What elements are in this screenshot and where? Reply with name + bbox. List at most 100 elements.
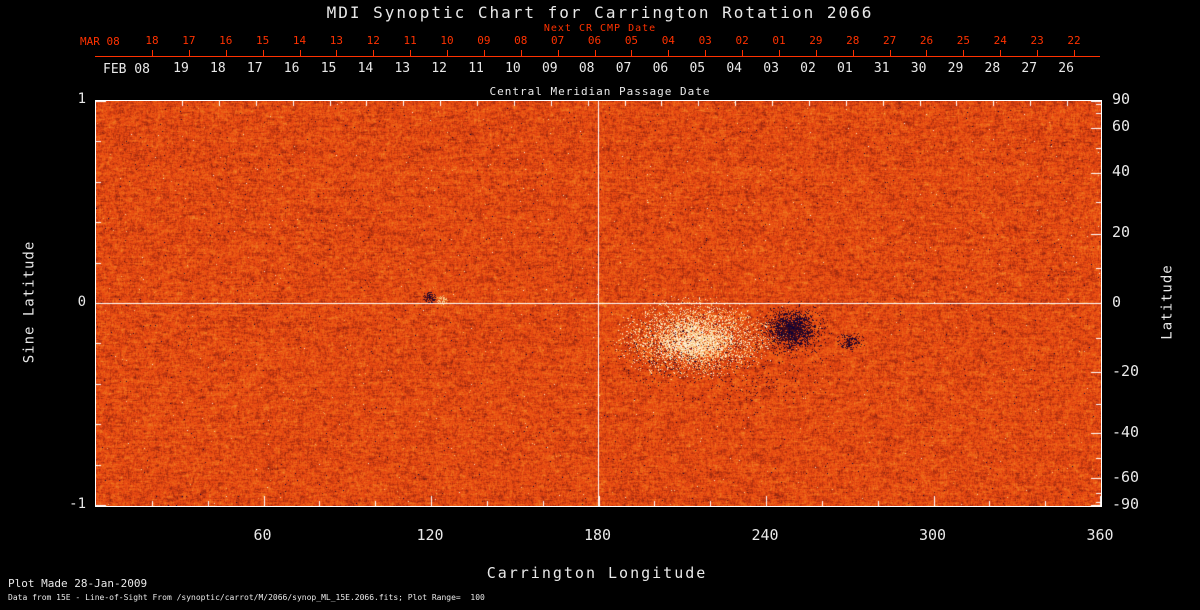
sine-latitude-tick-label: -1	[69, 497, 86, 512]
cmp-date-label: 26	[1058, 62, 1074, 76]
cmp-date-label: 12	[431, 62, 447, 76]
cmp-axis-title: Central Meridian Passage Date	[489, 86, 710, 98]
plot-made-text: Plot Made 28-Jan-2009	[8, 578, 147, 590]
cmp-date-label: 08	[579, 62, 595, 76]
latitude-tick-label: 60	[1112, 118, 1130, 135]
next-cmp-date-label: 13	[330, 35, 343, 47]
sine-latitude-tick-label: 0	[78, 295, 86, 310]
next-cr-axis-tick	[521, 50, 522, 57]
next-cr-axis-tick	[595, 50, 596, 57]
next-cmp-date-label: 03	[699, 35, 712, 47]
latitude-tick-label: -40	[1112, 424, 1139, 441]
next-cmp-date-label: 07	[551, 35, 564, 47]
plot-area	[95, 100, 1102, 507]
cmp-date-label: 28	[985, 62, 1001, 76]
next-cmp-date-label: 02	[735, 35, 748, 47]
x-tick-label: 360	[1086, 527, 1113, 544]
next-cr-axis-tick	[373, 50, 374, 57]
next-cr-axis-tick	[152, 50, 153, 57]
cmp-date-label: 29	[948, 62, 964, 76]
next-cr-axis-tick	[668, 50, 669, 57]
next-cr-axis-tick	[816, 50, 817, 57]
next-cmp-date-label: 25	[957, 35, 970, 47]
next-cmp-date-label: 24	[994, 35, 1007, 47]
cmp-date-label: 31	[874, 62, 890, 76]
next-cr-axis-tick	[226, 50, 227, 57]
next-cr-axis-tick	[779, 50, 780, 57]
left-axis-title: Sine Latitude	[22, 241, 37, 364]
x-tick-label: 300	[919, 527, 946, 544]
next-cmp-date-label: 12	[367, 35, 380, 47]
cmp-date-label: 02	[800, 62, 816, 76]
next-cmp-date-label: 15	[256, 35, 269, 47]
latitude-tick-label: 40	[1112, 163, 1130, 180]
right-axis-title: Latitude	[1160, 264, 1175, 339]
x-tick-label: 180	[584, 527, 611, 544]
cmp-date-label: 01	[837, 62, 853, 76]
cmp-date-label: 15	[321, 62, 337, 76]
next-cmp-date-label: 28	[846, 35, 859, 47]
latitude-tick-label: -20	[1112, 363, 1139, 380]
cmp-date-label: 14	[358, 62, 374, 76]
cmp-date-label: 09	[542, 62, 558, 76]
latitude-tick-label: 20	[1112, 224, 1130, 241]
next-cr-axis-tick	[963, 50, 964, 57]
cmp-month-label: FEB 08	[103, 63, 150, 77]
x-tick-label: 240	[751, 527, 778, 544]
cmp-date-label: 16	[284, 62, 300, 76]
latitude-tick-label: 90	[1112, 91, 1130, 108]
next-cr-axis-tick	[410, 50, 411, 57]
next-cr-cmp-date-label: Next CR CMP Date	[544, 23, 656, 34]
next-cr-axis-tick	[447, 50, 448, 57]
next-cmp-date-label: 26	[920, 35, 933, 47]
next-cr-axis-tick	[890, 50, 891, 57]
latitude-tick-label: -90	[1112, 496, 1139, 513]
next-cmp-date-label: 16	[219, 35, 232, 47]
cmp-date-label: 10	[505, 62, 521, 76]
next-cmp-date-label: 22	[1067, 35, 1080, 47]
x-axis-title: Carrington Longitude	[487, 565, 708, 582]
next-cmp-date-label: 04	[662, 35, 675, 47]
cmp-date-label: 04	[726, 62, 742, 76]
next-cr-axis-line	[95, 56, 1100, 57]
cmp-date-label: 27	[1021, 62, 1037, 76]
cmp-date-label: 19	[173, 62, 189, 76]
cmp-date-label: 06	[653, 62, 669, 76]
cmp-date-label: 17	[247, 62, 263, 76]
latitude-tick-label: -60	[1112, 469, 1139, 486]
cmp-date-label: 13	[394, 62, 410, 76]
next-cr-axis-tick	[1000, 50, 1001, 57]
next-cmp-date-label: 08	[514, 35, 527, 47]
next-cr-axis-tick	[484, 50, 485, 57]
next-cmp-date-label: 06	[588, 35, 601, 47]
next-cr-axis-tick	[742, 50, 743, 57]
next-cr-axis-tick	[1074, 50, 1075, 57]
x-tick-label: 60	[253, 527, 271, 544]
cmp-date-label: 07	[616, 62, 632, 76]
sine-latitude-tick-label: 1	[78, 92, 86, 107]
next-cmp-date-label: 17	[182, 35, 195, 47]
magnetogram-canvas	[96, 101, 1101, 506]
next-cr-axis-tick	[631, 50, 632, 57]
next-cmp-date-label: 11	[404, 35, 417, 47]
next-cmp-date-label: 27	[883, 35, 896, 47]
next-cr-axis-tick	[336, 50, 337, 57]
mdi-synoptic-chart: MDI Synoptic Chart for Carrington Rotati…	[0, 0, 1200, 610]
next-cr-month-label: MAR 08	[80, 36, 120, 48]
x-tick-label: 120	[416, 527, 443, 544]
next-cr-axis-tick	[558, 50, 559, 57]
next-cr-axis-tick	[263, 50, 264, 57]
cmp-date-label: 03	[763, 62, 779, 76]
next-cr-axis-tick	[1037, 50, 1038, 57]
next-cr-axis-tick	[300, 50, 301, 57]
chart-title: MDI Synoptic Chart for Carrington Rotati…	[327, 4, 874, 22]
data-source-text: Data from 15E - Line-of-Sight From /syno…	[8, 594, 485, 603]
next-cr-axis-tick	[705, 50, 706, 57]
next-cmp-date-label: 09	[477, 35, 490, 47]
next-cmp-date-label: 14	[293, 35, 306, 47]
next-cr-axis-tick	[189, 50, 190, 57]
cmp-date-label: 18	[210, 62, 226, 76]
next-cmp-date-label: 23	[1030, 35, 1043, 47]
next-cmp-date-label: 29	[809, 35, 822, 47]
cmp-date-label: 11	[468, 62, 484, 76]
